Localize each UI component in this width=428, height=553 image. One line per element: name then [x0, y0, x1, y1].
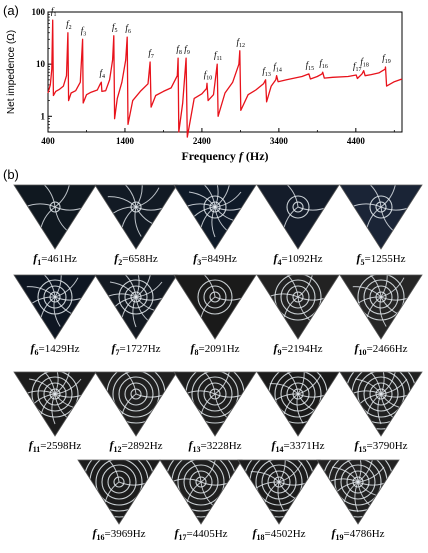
peak-label: f3: [81, 25, 87, 37]
x-tick-label: 1400: [116, 136, 135, 146]
mode-shape-item: f6=1429Hz: [12, 273, 98, 368]
x-tick-label: 4400: [347, 136, 366, 146]
y-axis-label: Net impedence (Ω): [6, 30, 17, 114]
mode-frequency-label: f6=1429Hz: [30, 341, 80, 358]
x-tick-label: 400: [41, 136, 55, 146]
peak-label: f16: [319, 58, 328, 70]
triangular-plate-image: [256, 371, 340, 437]
impedance-line: [47, 19, 403, 138]
mode-frequency-label: f13=3228Hz: [188, 438, 242, 455]
x-tick-label: 3400: [270, 136, 289, 146]
mode-shape-item: f2=658Hz: [93, 183, 179, 278]
mode-frequency-label: f1=461Hz: [33, 251, 77, 268]
mode-frequency-label: f4=1092Hz: [273, 251, 323, 268]
mode-frequency-label: f2=658Hz: [114, 251, 158, 268]
triangular-plate-image: [94, 184, 178, 250]
mode-shape-item: f19=4786Hz: [315, 458, 401, 553]
peak-label: f14: [273, 62, 282, 74]
peak-label: f13: [262, 66, 271, 78]
peak-label: f9: [184, 44, 190, 56]
mode-shape-item: f14=3371Hz: [255, 370, 341, 465]
mode-frequency-label: f16=3969Hz: [92, 526, 146, 543]
peak-label: f7: [148, 48, 154, 60]
mode-shape-item: f8=2091Hz: [172, 273, 258, 368]
triangular-plate-image: [13, 371, 97, 437]
y-tick-label: 100: [32, 7, 46, 17]
mode-frequency-label: f12=2892Hz: [109, 438, 163, 455]
peak-label: f11: [214, 50, 222, 62]
triangular-plate-image: [94, 274, 178, 340]
mode-shape-item: f17=4405Hz: [158, 458, 244, 553]
triangular-plate-image: [173, 274, 257, 340]
x-tick-label: 2400: [193, 136, 212, 146]
triangular-plate-image: [173, 184, 257, 250]
mode-frequency-label: f7=1727Hz: [111, 341, 161, 358]
peak-label: f19: [382, 53, 391, 65]
peak-label: f17: [353, 61, 362, 73]
mode-shape-item: f16=3969Hz: [76, 458, 162, 553]
panel-b-label: (b): [3, 167, 19, 182]
peak-label: f1: [51, 6, 57, 18]
peak-label: f2: [66, 19, 72, 31]
x-axis-label: Frequency f (Hz): [181, 149, 268, 163]
mode-frequency-label: f14=3371Hz: [271, 438, 325, 455]
mode-shape-item: f18=4502Hz: [236, 458, 322, 553]
peak-label: f4: [99, 68, 105, 80]
mode-frequency-label: f19=4786Hz: [331, 526, 385, 543]
triangular-plate-image: [339, 184, 423, 250]
peak-label: f10: [204, 69, 213, 81]
triangular-plate-image: [159, 459, 243, 525]
peak-label: f15: [306, 60, 315, 72]
triangular-plate-image: [13, 184, 97, 250]
panel-a-label: (a): [3, 3, 19, 18]
mode-shape-item: f5=1255Hz: [338, 183, 424, 278]
triangular-plate-image: [173, 371, 257, 437]
mode-frequency-label: f15=3790Hz: [354, 438, 408, 455]
mode-shape-item: f7=1727Hz: [93, 273, 179, 368]
mode-shape-item: f3=849Hz: [172, 183, 258, 278]
triangular-plate-image: [339, 274, 423, 340]
mode-frequency-label: f5=1255Hz: [356, 251, 406, 268]
peak-label: f18: [360, 57, 369, 69]
impedance-chart: 400 1400 2400 3400 4400 1 10 100 f1 f2 f3 f4 f5 f6 f7 f…: [6, 6, 403, 163]
triangular-plate-image: [13, 274, 97, 340]
triangular-plate-image: [256, 274, 340, 340]
mode-shape-item: f12=2892Hz: [93, 370, 179, 465]
y-tick-label: 1: [41, 111, 46, 121]
mode-frequency-label: f9=2194Hz: [273, 341, 323, 358]
triangular-plate-image: [316, 459, 400, 525]
mode-shape-item: f10=2466Hz: [338, 273, 424, 368]
triangular-plate-image: [237, 459, 321, 525]
mode-shape-item: f1=461Hz: [12, 183, 98, 278]
mode-shape-item: f15=3790Hz: [338, 370, 424, 465]
triangular-plate-image: [256, 184, 340, 250]
mode-shape-item: f9=2194Hz: [255, 273, 341, 368]
mode-shape-item: f13=3228Hz: [172, 370, 258, 465]
mode-frequency-label: f17=4405Hz: [174, 526, 228, 543]
mode-frequency-label: f10=2466Hz: [354, 341, 408, 358]
mode-frequency-label: f18=4502Hz: [252, 526, 306, 543]
peak-label: f5: [112, 22, 118, 34]
triangular-plate-image: [77, 459, 161, 525]
mode-frequency-label: f11=2598Hz: [28, 438, 82, 455]
mode-shape-item: f4=1092Hz: [255, 183, 341, 278]
peak-label: f6: [125, 23, 131, 35]
mode-frequency-label: f3=849Hz: [193, 251, 237, 268]
triangular-plate-image: [339, 371, 423, 437]
mode-shape-item: f11=2598Hz: [12, 370, 98, 465]
mode-frequency-label: f8=2091Hz: [190, 341, 240, 358]
triangular-plate-image: [94, 371, 178, 437]
peak-label: f12: [237, 37, 246, 49]
y-tick-label: 10: [36, 59, 46, 69]
peak-label: f8: [176, 44, 182, 56]
